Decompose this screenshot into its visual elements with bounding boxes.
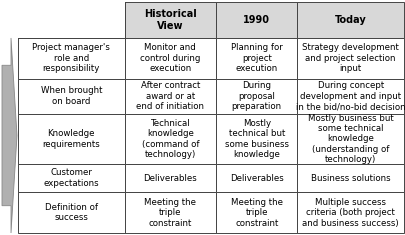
Text: Today: Today — [334, 15, 366, 25]
Bar — [215, 164, 296, 192]
Text: After contract
award or at
end of initiation: After contract award or at end of initia… — [136, 81, 204, 111]
Bar — [215, 2, 296, 38]
Bar — [296, 2, 403, 38]
Text: Customer
expectations: Customer expectations — [43, 168, 99, 188]
Text: Meeting the
triple
constraint: Meeting the triple constraint — [230, 198, 282, 227]
Bar — [215, 192, 296, 233]
Bar — [18, 2, 124, 38]
Bar — [18, 192, 124, 233]
Text: Planning for
project
execution: Planning for project execution — [230, 43, 282, 73]
Text: Historical
View: Historical View — [144, 9, 196, 31]
Bar — [296, 79, 403, 114]
Bar — [124, 114, 215, 164]
Bar — [17, 2, 124, 38]
Text: Deliverables: Deliverables — [229, 174, 283, 183]
Text: Business solutions: Business solutions — [310, 174, 390, 183]
Text: Mostly
technical but
some business
knowledge: Mostly technical but some business knowl… — [224, 119, 288, 159]
Bar — [18, 79, 124, 114]
Bar — [124, 38, 215, 79]
Polygon shape — [2, 38, 17, 233]
Bar — [18, 164, 124, 192]
Bar — [124, 192, 215, 233]
Text: During concept
development and input
in the bid/no-bid decision: During concept development and input in … — [295, 81, 405, 111]
Bar — [124, 164, 215, 192]
Text: Strategy development
and project selection
input: Strategy development and project selecti… — [301, 43, 398, 73]
Text: Monitor and
control during
execution: Monitor and control during execution — [140, 43, 200, 73]
Bar — [296, 192, 403, 233]
Text: Knowledge
requirements: Knowledge requirements — [43, 129, 100, 149]
Bar — [296, 114, 403, 164]
Bar — [124, 2, 215, 38]
Text: During
proposal
preparation: During proposal preparation — [231, 81, 281, 111]
Bar — [215, 114, 296, 164]
Text: 1990: 1990 — [243, 15, 270, 25]
Bar — [215, 79, 296, 114]
Bar — [296, 164, 403, 192]
Text: Multiple success
criteria (both project
and business success): Multiple success criteria (both project … — [302, 198, 398, 227]
Text: Deliverables: Deliverables — [143, 174, 197, 183]
Bar — [18, 38, 124, 79]
Text: Technical
knowledge
(command of
technology): Technical knowledge (command of technolo… — [141, 119, 198, 159]
Text: Meeting the
triple
constraint: Meeting the triple constraint — [144, 198, 196, 227]
Text: Definition of
success: Definition of success — [45, 203, 98, 222]
Text: When brought
on board: When brought on board — [40, 86, 102, 106]
Bar — [124, 79, 215, 114]
Text: Mostly business but
some technical
knowledge
(understanding of
technology): Mostly business but some technical knowl… — [307, 114, 392, 164]
Text: Project manager's
role and
responsibility: Project manager's role and responsibilit… — [32, 43, 110, 73]
Bar — [215, 38, 296, 79]
Bar — [18, 114, 124, 164]
Bar — [296, 38, 403, 79]
